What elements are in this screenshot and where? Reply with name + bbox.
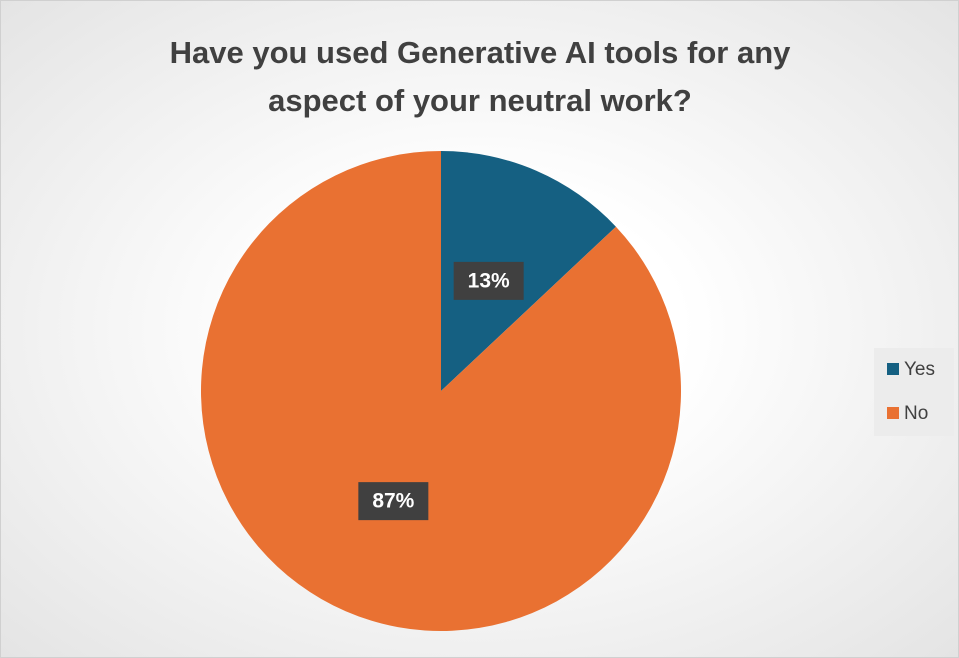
data-label-box bbox=[358, 482, 429, 521]
legend-label: Yes bbox=[904, 359, 935, 380]
pie-slice bbox=[441, 151, 616, 391]
legend-swatch bbox=[887, 407, 899, 419]
data-label-box bbox=[453, 261, 524, 300]
data-label: 13% bbox=[468, 269, 510, 292]
legend-box bbox=[874, 348, 954, 436]
pie-slice bbox=[201, 151, 681, 631]
data-label: 87% bbox=[372, 490, 414, 513]
chart-title: Have you used Generative AI tools for an… bbox=[169, 35, 791, 118]
legend-swatch bbox=[887, 363, 899, 375]
legend-label: No bbox=[904, 403, 928, 424]
